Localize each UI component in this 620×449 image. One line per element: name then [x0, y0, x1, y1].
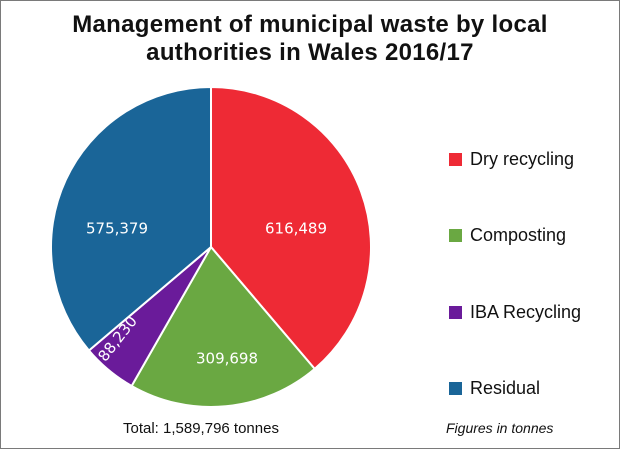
legend-item-residual: Residual [449, 378, 540, 398]
slice-value-composting: 309,698 [196, 350, 258, 368]
slice-value-residual: 575,379 [86, 220, 148, 238]
legend-item-composting: Composting [449, 225, 566, 245]
title-line-1: Management of municipal waste by local [72, 11, 548, 38]
legend-swatch [449, 152, 462, 166]
legend-swatch [449, 381, 462, 395]
legend-swatch [449, 305, 462, 319]
legend-label: Residual [470, 377, 541, 398]
pie-slice-residual [50, 85, 212, 352]
legend-item-iba-recycling: IBA Recycling [449, 302, 581, 322]
total-label: Total: 1,589,796 tonnes [123, 420, 279, 437]
pie-slice-composting [130, 245, 317, 408]
title-line-2: authorities in Wales 2016/17 [146, 39, 474, 66]
slice-value-dry-recycling: 616,489 [265, 220, 327, 238]
legend-label: IBA Recycling [470, 301, 582, 322]
legend-item-dry-recycling: Dry recycling [449, 149, 574, 169]
legend-swatch [449, 228, 462, 242]
legend-label: Dry recycling [470, 148, 575, 169]
units-note: Figures in tonnes [446, 420, 554, 436]
chart-title: Management of municipal waste by local a… [1, 11, 619, 67]
pie-slice-dry-recycling [210, 85, 372, 371]
legend-label: Composting [470, 224, 567, 245]
